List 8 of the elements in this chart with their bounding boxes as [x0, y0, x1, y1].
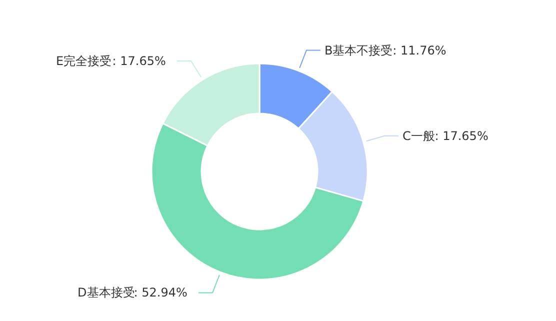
slice-label: C一般 — [402, 128, 435, 143]
slice-label: D基本接受 — [78, 286, 135, 300]
data-label: : 17.65% — [112, 54, 166, 68]
slice-label: B基本不接受 — [324, 43, 393, 58]
data-label: : 11.76% — [392, 43, 446, 58]
slice-label: E完全接受 — [56, 54, 112, 68]
data-label: : 52.94% — [134, 286, 188, 300]
data-label: : 17.65% — [434, 128, 488, 143]
